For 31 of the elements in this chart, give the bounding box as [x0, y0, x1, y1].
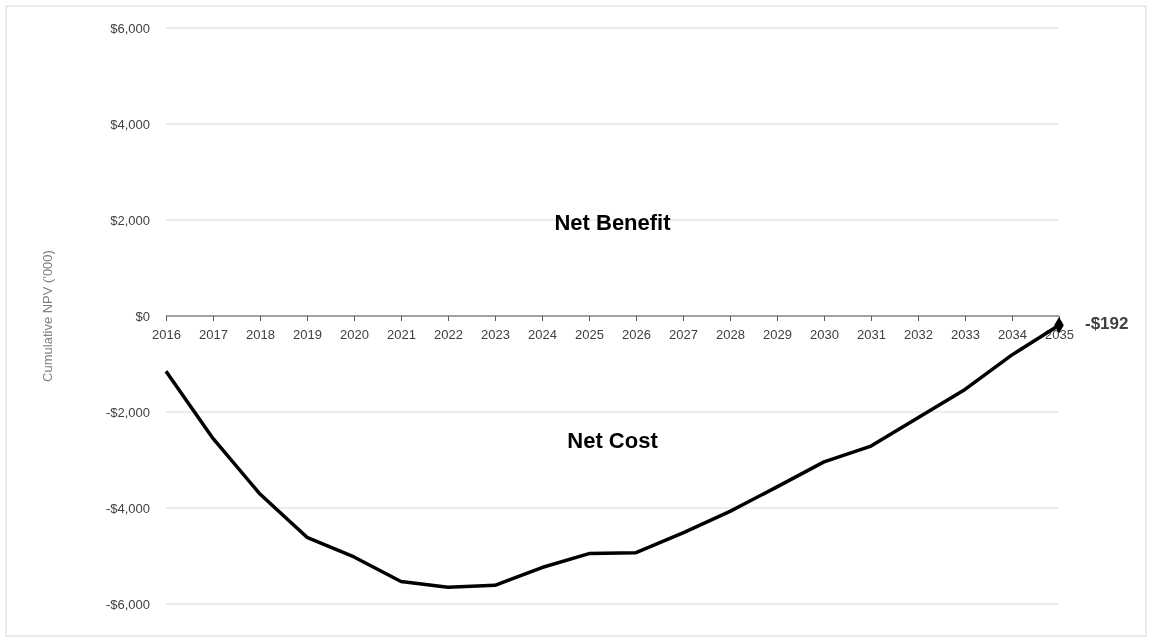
- x-tick-label: 2022: [434, 327, 463, 343]
- annotation: Net Cost: [567, 428, 659, 453]
- x-tick-label: 2034: [998, 327, 1027, 343]
- x-tick-label: 2027: [669, 327, 698, 343]
- x-tick-label: 2019: [293, 327, 322, 343]
- y-axis-title: Cumulative NPV ('000): [40, 250, 55, 382]
- y-tick-label: -$6,000: [105, 596, 150, 612]
- x-tick-label: 2020: [340, 327, 369, 343]
- y-tick-label: $4,000: [110, 116, 150, 132]
- x-tick-label: 2031: [857, 327, 886, 343]
- x-tick-label: 2023: [481, 327, 510, 343]
- x-tick-label: 2016: [152, 327, 181, 343]
- x-tick-label: 2032: [904, 327, 933, 343]
- y-tick-label: -$2,000: [105, 404, 150, 420]
- y-tick-label: $2,000: [110, 212, 150, 228]
- x-tick-label: 2021: [387, 327, 416, 343]
- x-tick-label: 2029: [763, 327, 792, 343]
- data-label: -$192: [1085, 314, 1129, 334]
- x-tick-label: 2033: [951, 327, 980, 343]
- x-tick-label: 2025: [575, 327, 604, 343]
- x-tick-label: 2028: [716, 327, 745, 343]
- y-tick-label: $6,000: [110, 20, 150, 36]
- x-tick-label: 2026: [622, 327, 651, 343]
- x-tick-label: 2017: [199, 327, 228, 343]
- annotation: Net Benefit: [554, 209, 672, 235]
- y-tick-label: $0: [135, 308, 150, 324]
- y-tick-label: -$4,000: [105, 500, 150, 516]
- x-tick-label: 2024: [528, 327, 557, 343]
- x-tick-label: 2035: [1045, 327, 1074, 343]
- x-tick-label: 2030: [810, 327, 839, 343]
- x-tick-label: 2018: [246, 327, 275, 343]
